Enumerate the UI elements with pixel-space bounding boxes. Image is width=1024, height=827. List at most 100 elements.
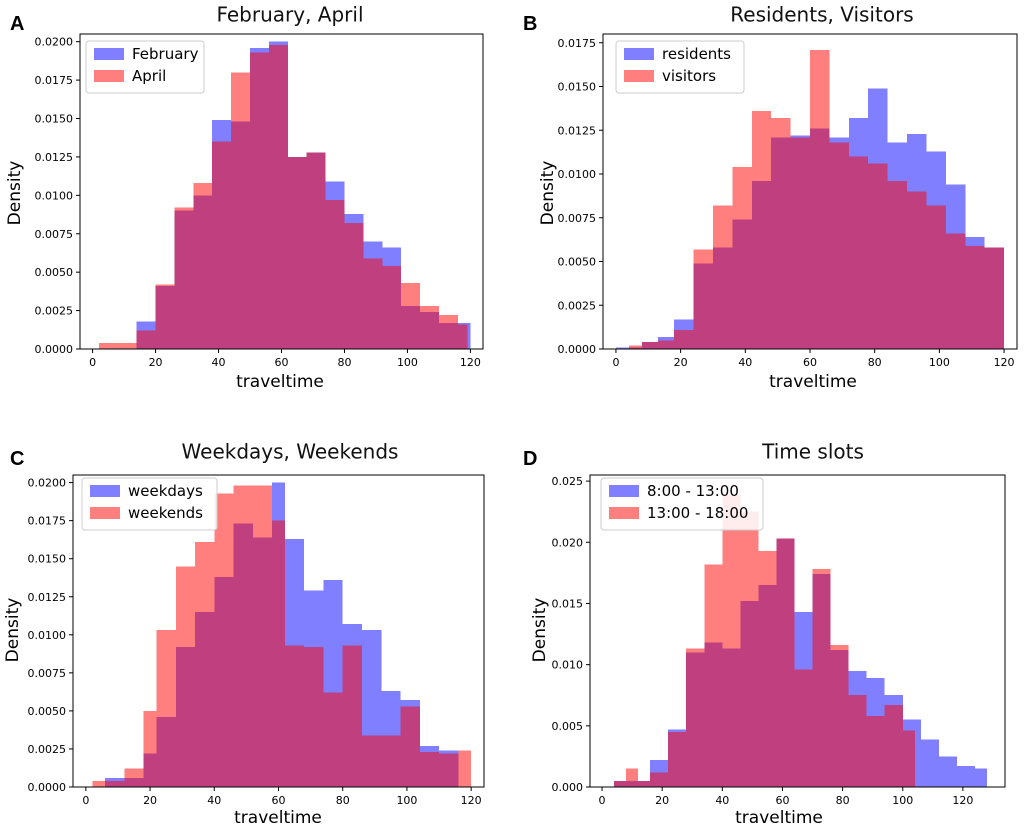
y-tick-label: 0.0175 [35, 74, 74, 87]
bar [193, 183, 213, 349]
panel-c: C Weekdays, Weekends 0 20 40 60 80 100 120 0.0000… [3, 440, 485, 827]
bar [156, 630, 176, 787]
bar [155, 284, 175, 349]
y-tick-label: 0.0175 [558, 37, 597, 50]
x-tick-label: 100 [396, 794, 417, 807]
bar [304, 646, 324, 787]
bar [704, 564, 723, 787]
bar [974, 768, 987, 787]
bar [342, 645, 362, 787]
legend-swatch [624, 70, 654, 82]
x-tick-label: 40 [207, 794, 221, 807]
x-tick-label: 80 [337, 356, 351, 369]
bar [956, 766, 975, 787]
bar [272, 520, 285, 787]
y-tick-label: 0.0125 [558, 124, 597, 137]
y-tick-label: 0.010 [552, 659, 584, 672]
x-axis-label: traveltime [769, 372, 857, 392]
bar [306, 152, 326, 349]
y-tick-label: 0.0150 [28, 553, 67, 566]
bar [868, 163, 888, 349]
bar [945, 233, 966, 349]
x-tick-label: 40 [738, 356, 752, 369]
bar [628, 345, 642, 349]
bar [438, 315, 458, 349]
y-tick-label: 0.0100 [35, 189, 74, 202]
y-axis-label: Density [5, 161, 25, 226]
legend: February April [85, 40, 205, 94]
y-tick-label: 0.0175 [28, 515, 67, 528]
bar [382, 266, 402, 349]
bar [92, 780, 106, 787]
bar [401, 282, 421, 349]
bar [136, 330, 156, 349]
y-tick-label: 0.0025 [28, 743, 67, 756]
x-tick-label: 60 [272, 794, 286, 807]
x-tick-label: 20 [143, 794, 157, 807]
x-tick-label: 40 [715, 794, 729, 807]
bar [732, 167, 752, 349]
panel-letter-a: A [10, 13, 24, 35]
bar [794, 669, 813, 787]
legend-label: 8:00 - 13:00 [647, 482, 739, 500]
x-tick-label: 80 [836, 794, 850, 807]
x-axis-label: traveltime [234, 808, 322, 827]
bar [751, 111, 772, 349]
bar [810, 49, 830, 349]
bar [381, 735, 401, 787]
x-tick-label: 120 [461, 794, 482, 807]
y-tick-label: 0.0100 [28, 629, 67, 642]
x-tick-label: 120 [994, 356, 1015, 369]
legend-swatch [90, 507, 120, 519]
legend-swatch [90, 485, 120, 497]
panel-a: A February, April 0 20 40 60 80 100 120 0.0000 0.0… [5, 3, 484, 392]
bar [693, 249, 713, 349]
bar [686, 648, 705, 787]
bar [740, 511, 759, 787]
x-tick-label: 60 [775, 794, 789, 807]
bar [457, 324, 468, 349]
bar [984, 247, 1005, 349]
bar [400, 706, 420, 787]
y-tick-label: 0.0025 [558, 299, 597, 312]
y-tick-label: 0.0000 [558, 343, 597, 356]
bar [926, 205, 946, 349]
x-tick-label: 20 [149, 356, 163, 369]
bar [252, 485, 273, 787]
legend-swatch [94, 48, 124, 60]
panel-letter-d: D [523, 448, 537, 470]
bar [174, 207, 194, 349]
y-tick-label: 0.020 [552, 536, 584, 549]
x-tick-label: 100 [397, 356, 418, 369]
y-axis-label: Density [538, 161, 558, 226]
y-tick-label: 0.0050 [35, 266, 74, 279]
bar [907, 191, 927, 349]
y-tick-label: 0.0000 [35, 343, 74, 356]
legend-label: April [132, 67, 166, 85]
x-tick-label: 100 [892, 794, 913, 807]
chart-title-b: Residents, Visitors [730, 3, 913, 27]
legend-label: visitors [662, 67, 716, 85]
bar [902, 730, 915, 787]
legend-label: February [132, 45, 199, 63]
y-tick-label: 0.000 [552, 781, 584, 794]
bar [848, 695, 867, 787]
panel-b: B Residents, Visitors 0 20 40 60 80 100 120 0.000… [523, 3, 1018, 392]
bar [668, 731, 687, 787]
bar [325, 199, 345, 349]
y-tick-label: 0.0000 [28, 781, 67, 794]
bar [284, 645, 305, 787]
bar [458, 750, 472, 787]
bar [790, 137, 810, 349]
x-tick-label: 40 [212, 356, 226, 369]
x-tick-label: 60 [275, 356, 289, 369]
bar [712, 205, 733, 349]
bar [965, 245, 985, 349]
bar [638, 780, 651, 787]
bar [938, 756, 957, 787]
x-axis-label: traveltime [735, 808, 823, 827]
x-tick-label: 20 [674, 356, 688, 369]
bar [124, 768, 144, 787]
series-d-2 [614, 494, 915, 787]
